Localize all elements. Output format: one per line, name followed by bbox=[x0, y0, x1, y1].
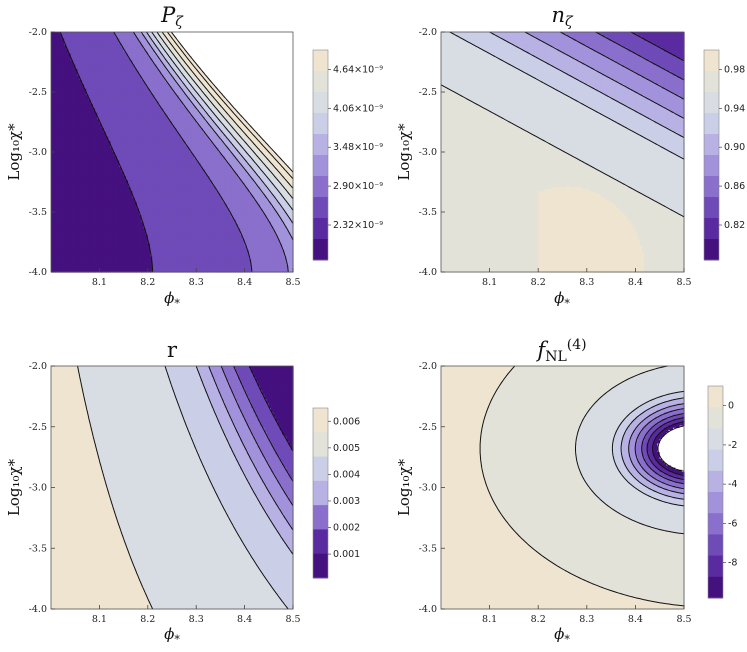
panel-1: 8.1 8.2 8.3 8.4 8.5-4.0-3.5-3.0-2.5-2.0Pζϕ*L… bbox=[5, 3, 383, 310]
